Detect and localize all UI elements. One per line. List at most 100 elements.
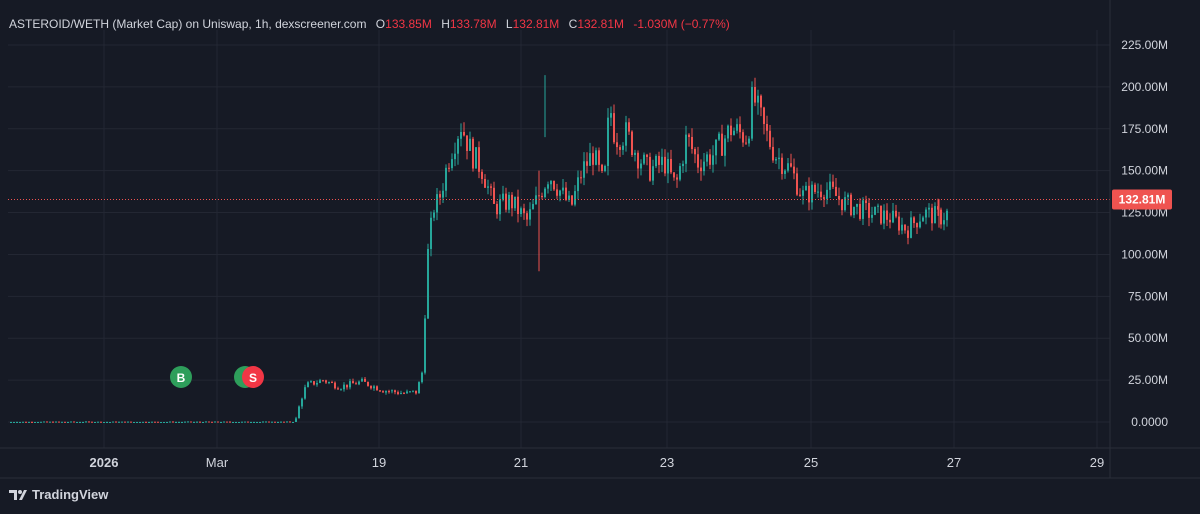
- candle-body: [925, 209, 927, 218]
- candle-body: [181, 422, 183, 423]
- chart-header: ASTEROID/WETH (Market Cap) on Uniswap, 1…: [9, 17, 730, 31]
- candle-body: [823, 197, 825, 199]
- candle-body: [244, 421, 246, 423]
- candle-body: [943, 220, 945, 225]
- candle-body: [289, 421, 291, 423]
- tradingview-brand: TradingView: [32, 487, 109, 502]
- candle-body: [286, 421, 288, 423]
- candle-body: [463, 131, 465, 136]
- candle-body: [676, 177, 678, 180]
- tradingview-attribution[interactable]: TradingView: [8, 487, 108, 502]
- y-tick-label: 50.00M: [1128, 331, 1168, 345]
- candle-body: [883, 210, 885, 224]
- candle-body: [97, 421, 99, 423]
- candle-body: [121, 421, 123, 423]
- candle-body: [184, 421, 186, 423]
- candle-body: [742, 132, 744, 143]
- candle-body: [832, 181, 834, 187]
- candle-body: [283, 421, 285, 423]
- candle-body: [682, 163, 684, 167]
- candle-body: [457, 138, 459, 154]
- last-price-tag-bg: [1112, 189, 1172, 210]
- candle-body: [370, 385, 372, 389]
- candle-body: [298, 406, 300, 419]
- candle-body: [634, 152, 636, 155]
- candle-body: [874, 206, 876, 215]
- candle-body: [205, 421, 207, 423]
- candle-body: [10, 422, 12, 423]
- candle-body: [916, 223, 918, 228]
- candle-body: [880, 205, 882, 224]
- candle-body: [166, 422, 168, 423]
- x-tick-label: 27: [947, 455, 961, 470]
- candle-body: [151, 421, 153, 423]
- candle-body: [673, 172, 675, 178]
- candle-body: [601, 164, 603, 172]
- x-tick-label: 23: [660, 455, 674, 470]
- candle-body: [328, 382, 330, 384]
- y-tick-label: 75.00M: [1128, 289, 1168, 303]
- candle-body: [214, 421, 216, 423]
- candle-body: [811, 184, 813, 203]
- candle-body: [781, 157, 783, 174]
- candle-body: [688, 134, 690, 137]
- candle-body: [766, 123, 768, 131]
- candle-body: [454, 153, 456, 160]
- low-value: 132.81M: [512, 17, 560, 31]
- close-label: C: [568, 17, 578, 31]
- candle-body: [118, 421, 120, 423]
- candle-body: [754, 86, 756, 103]
- candle-body: [229, 421, 231, 423]
- candle-body: [616, 142, 618, 148]
- x-axis-labels: 2026 Mar 19 21 23 25 27 29: [90, 455, 1105, 470]
- sell-marker[interactable]: S: [234, 366, 264, 388]
- candle-body: [565, 187, 567, 200]
- buy-marker-label: B: [177, 371, 186, 385]
- candle-body: [841, 199, 843, 211]
- candle-body: [424, 318, 426, 373]
- candle-body: [379, 390, 381, 392]
- candle-body: [421, 372, 423, 383]
- candle-body: [571, 195, 573, 205]
- candle-body: [709, 154, 711, 165]
- candle-body: [397, 392, 399, 394]
- candle-body: [352, 381, 354, 384]
- candle-body: [103, 422, 105, 423]
- candle-body: [805, 185, 807, 191]
- candle-body: [55, 421, 57, 423]
- sell-marker-circle: [242, 366, 264, 388]
- candle-body: [541, 195, 543, 198]
- candle-body: [844, 197, 846, 211]
- candle-body: [628, 122, 630, 132]
- candle-body: [373, 386, 375, 389]
- candle-body: [784, 170, 786, 174]
- candle-body: [523, 208, 525, 214]
- candle-body: [625, 122, 627, 146]
- candle-body: [385, 391, 387, 393]
- candle-body: [904, 224, 906, 231]
- candle-body: [526, 213, 528, 220]
- candle-body: [718, 133, 720, 140]
- candle-body: [940, 209, 942, 225]
- candle-body: [220, 422, 222, 423]
- candle-body: [64, 421, 66, 423]
- candle-body: [178, 422, 180, 423]
- candle-body: [319, 380, 321, 383]
- candle-body: [58, 421, 60, 423]
- candle-body: [928, 207, 930, 210]
- candle-body: [313, 381, 315, 385]
- buy-marker[interactable]: B: [170, 366, 192, 388]
- candle-body: [277, 422, 279, 423]
- candle-body: [703, 161, 705, 172]
- candle-body: [406, 391, 408, 394]
- candle-body: [241, 421, 243, 423]
- candle-body: [622, 145, 624, 150]
- candle-body: [130, 421, 132, 423]
- candle-body: [316, 382, 318, 385]
- candle-body: [79, 422, 81, 423]
- candle-body: [478, 147, 480, 172]
- candle-body: [22, 421, 24, 423]
- candle-body: [514, 196, 516, 209]
